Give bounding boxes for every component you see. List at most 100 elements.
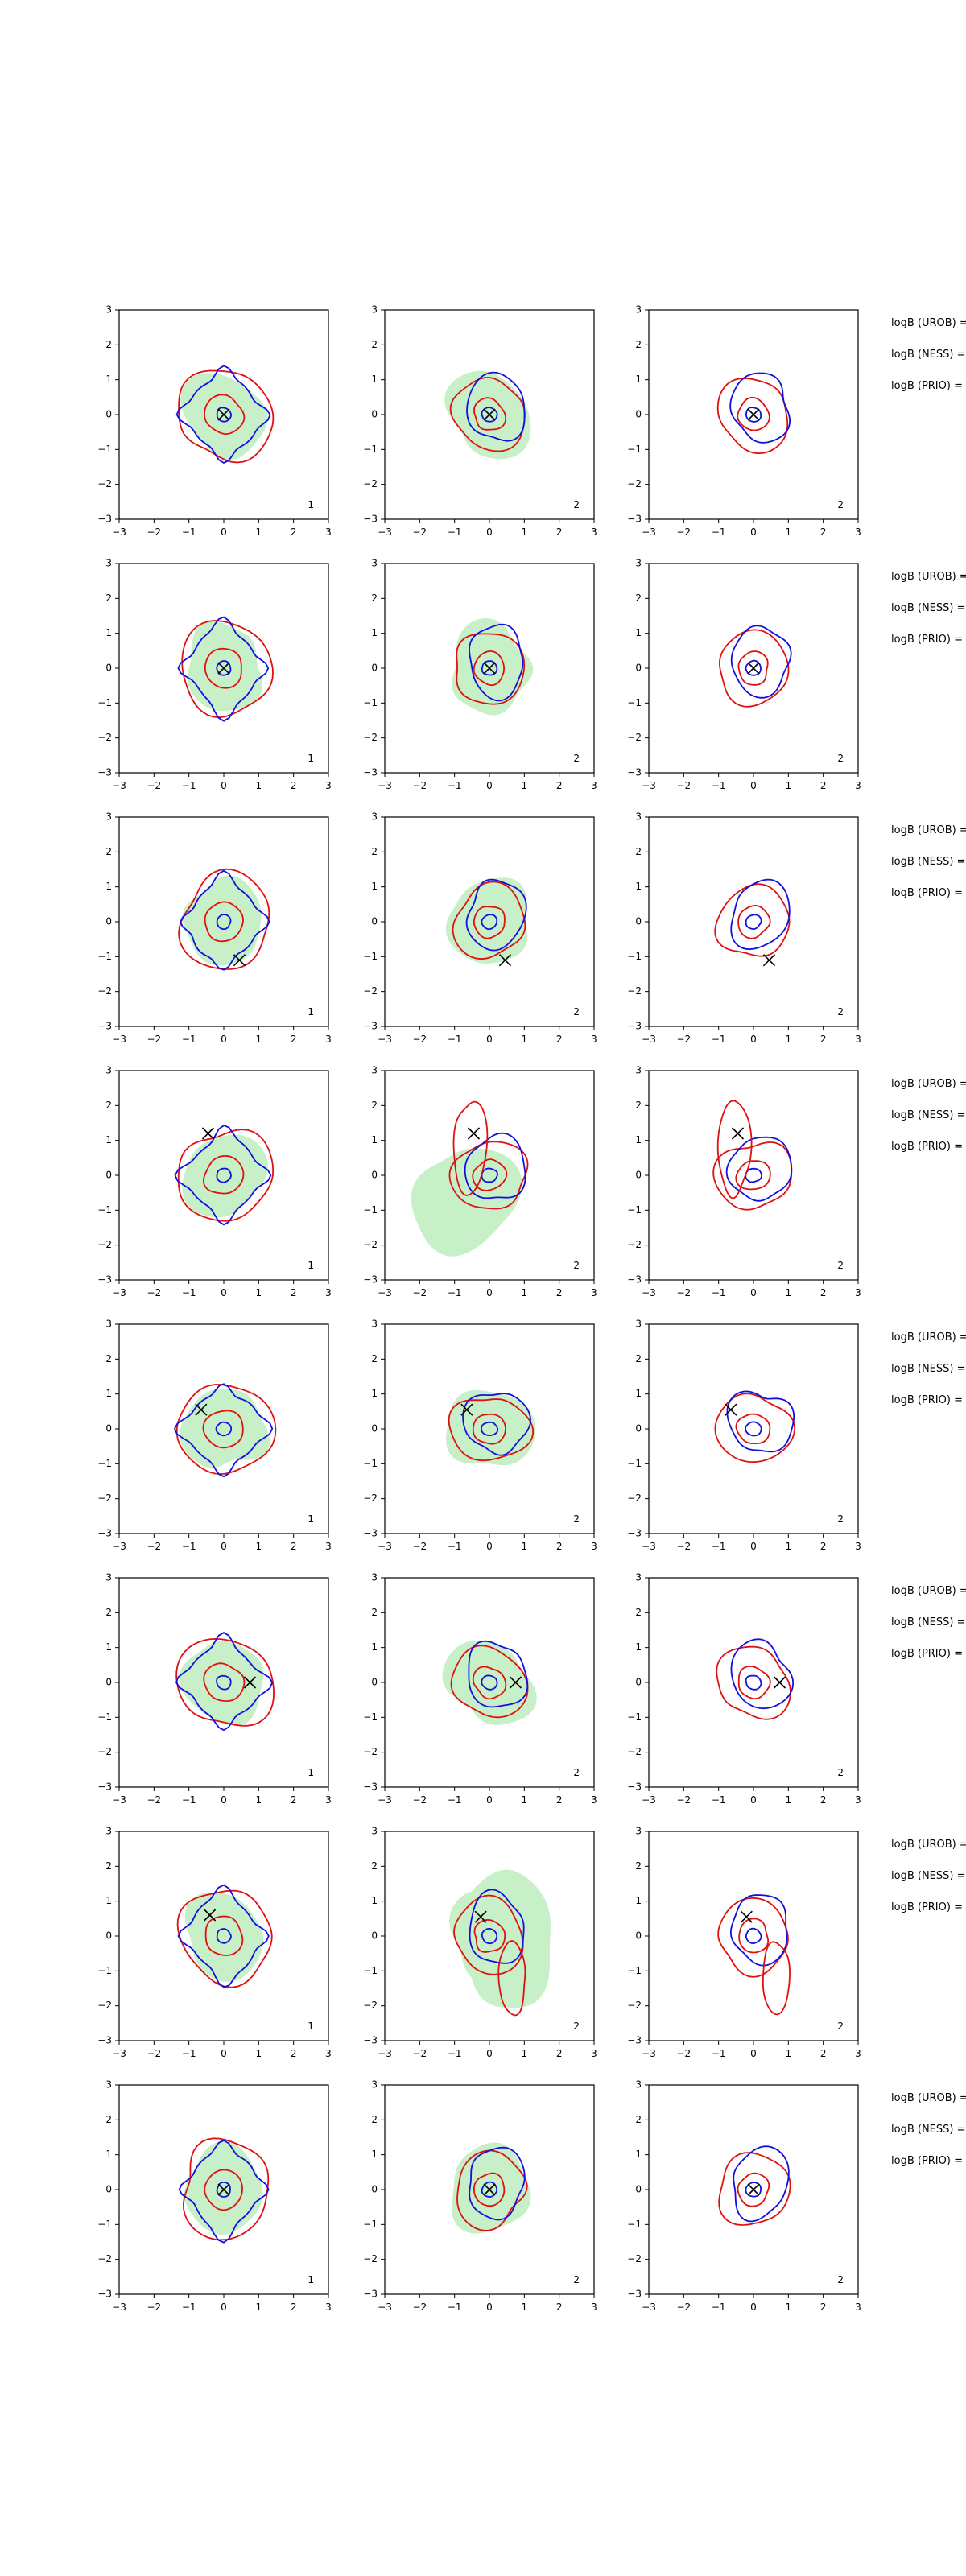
red-contour bbox=[737, 904, 771, 939]
x-tick-label: 1 bbox=[522, 1541, 528, 1552]
panel-r6-c1: −3−3 −2 −2 −1 −1 0 0 1 1 2 2 3 3 1 bbox=[97, 1572, 332, 1806]
blue-contour bbox=[481, 1928, 498, 1945]
marker-x bbox=[509, 1676, 522, 1689]
marker-x bbox=[195, 1403, 208, 1416]
x-tick-label: 2 bbox=[291, 2301, 297, 2313]
axes-frame bbox=[648, 816, 859, 1027]
marker-x bbox=[773, 1676, 786, 1689]
x-tick-label: 3 bbox=[325, 1034, 332, 1045]
y-tick-label: 1 bbox=[105, 1895, 112, 1906]
row-side-labels-8: logB (UROB) = logB (NESS) = logB (PRIO) = bbox=[891, 2092, 966, 2167]
y-tick-label: 1 bbox=[635, 881, 642, 892]
y-tick-label: 3 bbox=[105, 2079, 112, 2091]
logb-label: logB (PRIO) = bbox=[891, 1394, 963, 1406]
y-tick-label: 2 bbox=[635, 1353, 642, 1364]
y-tick-label: −1 bbox=[97, 444, 112, 455]
x-tick-label: 3 bbox=[855, 2301, 861, 2313]
red-contour bbox=[717, 1897, 789, 1978]
panel-r1-c1: −3−3 −2 −2 −1 −1 0 0 1 1 2 2 3 3 1 bbox=[97, 304, 332, 539]
red-contour bbox=[735, 1413, 771, 1444]
red-contour bbox=[202, 1154, 245, 1195]
y-tick-label: −1 bbox=[627, 1458, 642, 1469]
x-tick-label: −3 bbox=[378, 1287, 392, 1298]
blue-contour bbox=[745, 914, 762, 930]
y-tick-label: −3 bbox=[363, 514, 378, 525]
blue-contour bbox=[745, 1167, 762, 1183]
contour-layer bbox=[411, 1100, 529, 1257]
y-tick-label: 2 bbox=[105, 846, 112, 857]
x-tick-label: 3 bbox=[855, 1287, 861, 1298]
x-tick-label: −3 bbox=[112, 1541, 126, 1552]
x-tick-label: 1 bbox=[522, 2301, 528, 2313]
y-tick-label: −1 bbox=[97, 1458, 112, 1469]
x-tick-label: −2 bbox=[147, 526, 161, 538]
row-side-labels-5: logB (UROB) = logB (NESS) = logB (PRIO) = bbox=[891, 1331, 966, 1406]
panel-corner-label: 2 bbox=[573, 2021, 580, 2032]
y-tick-label: −3 bbox=[97, 767, 112, 778]
contour-layer bbox=[444, 370, 531, 460]
logb-label: logB (UROB) = bbox=[891, 1839, 966, 1851]
panel-corner-label: 1 bbox=[308, 1513, 314, 1525]
x-tick-label: −1 bbox=[712, 2048, 726, 2059]
y-tick-label: −2 bbox=[627, 1239, 642, 1250]
y-tick-label: 2 bbox=[635, 339, 642, 350]
y-tick-label: 1 bbox=[371, 2149, 378, 2160]
density-fill bbox=[179, 1640, 264, 1726]
density-fill bbox=[180, 373, 268, 460]
blue-contour bbox=[733, 2145, 790, 2223]
y-tick-label: 3 bbox=[371, 558, 378, 569]
y-tick-label: −3 bbox=[627, 2289, 642, 2300]
x-tick-label: −1 bbox=[448, 2301, 462, 2313]
x-tick-label: −1 bbox=[448, 1034, 462, 1045]
panel-r7-c2: −3−3 −2 −2 −1 −1 0 0 1 1 2 2 3 3 2 bbox=[363, 1826, 597, 2060]
y-tick-label: 2 bbox=[371, 339, 378, 350]
x-tick-label: 1 bbox=[256, 780, 262, 791]
y-tick-label: −1 bbox=[97, 951, 112, 962]
y-tick-label: −3 bbox=[97, 1528, 112, 1539]
red-contour bbox=[497, 1940, 526, 2017]
x-tick-label: 1 bbox=[786, 780, 792, 791]
x-tick-label: −3 bbox=[642, 780, 656, 791]
panel-corner-label: 1 bbox=[308, 1260, 314, 1271]
y-tick-label: −2 bbox=[97, 2253, 112, 2264]
x-tick-label: 3 bbox=[855, 780, 861, 791]
y-tick-label: 1 bbox=[371, 1895, 378, 1906]
y-tick-label: −3 bbox=[627, 1528, 642, 1539]
x-tick-label: 1 bbox=[786, 1794, 792, 1806]
y-tick-label: −1 bbox=[97, 1965, 112, 1976]
y-tick-label: 1 bbox=[105, 2149, 112, 2160]
y-tick-label: 0 bbox=[635, 663, 642, 674]
blue-contour bbox=[469, 1889, 525, 1964]
contour-layer bbox=[173, 1383, 277, 1478]
panel-corner-label: 2 bbox=[573, 753, 580, 764]
marker-x bbox=[201, 1127, 215, 1140]
y-tick-label: −2 bbox=[97, 985, 112, 997]
density-fill bbox=[184, 2141, 263, 2235]
y-tick-label: 0 bbox=[371, 916, 378, 927]
y-tick-label: −2 bbox=[363, 478, 378, 489]
y-tick-label: −3 bbox=[627, 767, 642, 778]
marker-x bbox=[467, 1127, 481, 1140]
panel-corner-label: 1 bbox=[308, 2274, 314, 2285]
y-tick-label: 2 bbox=[635, 846, 642, 857]
x-tick-label: 0 bbox=[221, 2048, 227, 2059]
y-tick-label: −3 bbox=[97, 1021, 112, 1032]
y-tick-label: 0 bbox=[105, 2184, 112, 2195]
contour-layer bbox=[449, 1869, 551, 2017]
y-tick-label: −3 bbox=[363, 1021, 378, 1032]
marker-x bbox=[740, 1910, 753, 1923]
marker-x bbox=[474, 1910, 487, 1923]
axes-frame bbox=[648, 1831, 859, 2041]
y-tick-label: 1 bbox=[635, 1895, 642, 1906]
logb-label: logB (UROB) = bbox=[891, 571, 966, 583]
y-tick-label: −1 bbox=[363, 697, 378, 708]
blue-contour bbox=[730, 1638, 795, 1710]
x-tick-label: −1 bbox=[182, 2048, 196, 2059]
x-tick-label: −1 bbox=[448, 526, 462, 538]
red-contour bbox=[472, 1666, 507, 1700]
x-tick-label: 1 bbox=[256, 1034, 262, 1045]
x-tick-label: −1 bbox=[448, 1794, 462, 1806]
marker-x bbox=[747, 408, 760, 421]
y-tick-label: 3 bbox=[635, 304, 642, 316]
blue-contour bbox=[481, 1674, 498, 1690]
